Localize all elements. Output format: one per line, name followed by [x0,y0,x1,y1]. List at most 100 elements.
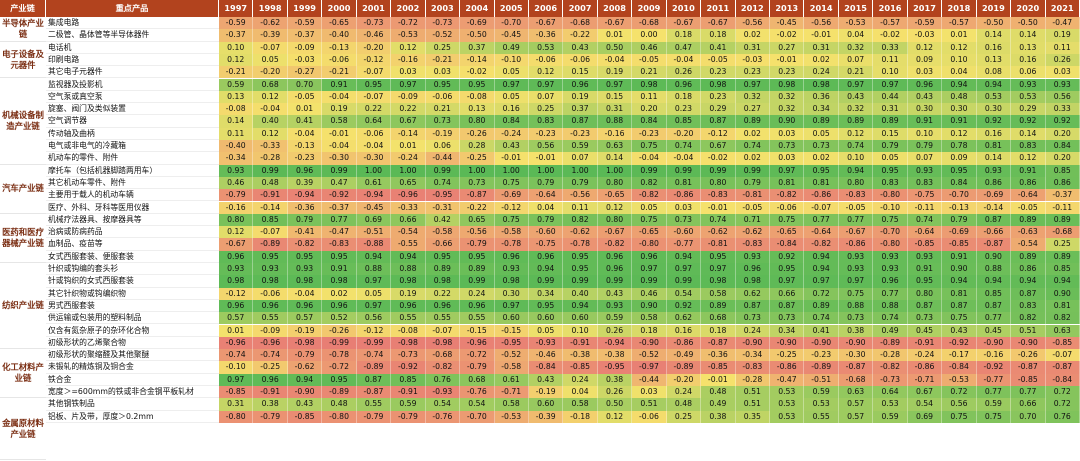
heatmap-cell: 0.26 [597,386,633,399]
heatmap-cell: 0.95 [942,164,977,177]
heatmap-cell: -0.79 [356,410,392,423]
heatmap-cell: 0.79 [528,213,564,227]
product-label: 初级形状的聚缩醛及其他聚醚 [46,349,219,362]
heatmap-cell: -0.85 [1011,373,1046,386]
heatmap-cell: 0.05 [494,66,529,79]
heatmap-cell: -0.53 [838,17,874,30]
heatmap-cell: -0.05 [632,53,667,67]
heatmap-cell: 0.96 [632,250,667,263]
heatmap-cell: 0.09 [942,152,977,165]
industry-group-label: 金属原材料产业链 [0,398,46,460]
heatmap-cell: 0.95 [528,299,564,313]
heatmap-cell: 0.96 [287,164,323,177]
heatmap-cell: 0.36 [804,90,839,104]
heatmap-cell: 0.00 [632,29,667,42]
heatmap-cell: 0.96 [253,299,288,313]
heatmap-cell: -0.63 [1011,226,1046,239]
heatmap-cell: 0.87 [976,299,1012,313]
heatmap-cell: -0.86 [666,336,702,350]
heatmap-cell: 0.03 [907,66,943,79]
heatmap-cell: 0.05 [253,53,288,67]
heatmap-cell: -0.30 [322,152,357,165]
heatmap-cell: -0.23 [563,127,598,140]
heatmap-cell: -0.94 [356,189,392,202]
heatmap-cell: -0.72 [460,349,495,362]
heatmap-cell: 0.13 [1011,41,1046,54]
heatmap-cell: 0.99 [425,164,461,177]
heatmap-cell: 0.88 [838,299,874,313]
heatmap-cell: 0.76 [1045,410,1080,423]
heatmap-cell: 0.55 [391,312,426,325]
heatmap-cell: -0.82 [632,189,667,202]
heatmap-cell: -0.66 [425,238,461,251]
heatmap-cell: 0.94 [356,250,392,263]
heatmap-cell: -0.13 [942,201,977,214]
heatmap-cell: 0.52 [322,312,357,325]
heatmap-cell: 0.99 [666,164,702,177]
heatmap-cell: 0.73 [425,115,461,128]
heatmap-cell: 0.56 [528,140,564,153]
heatmap-cell: 0.63 [838,386,874,399]
heatmap-cell: 0.88 [356,263,392,276]
header-year: 2016 [873,0,908,17]
heatmap-cell: 0.79 [942,213,977,227]
heatmap-cell: -0.85 [1045,336,1080,350]
heatmap-cell: 0.81 [770,176,805,190]
heatmap-cell: 0.90 [632,299,667,313]
heatmap-cell: 0.82 [1045,312,1080,325]
heatmap-cell: -0.23 [528,127,564,140]
heatmap-cell: 0.12 [391,41,426,54]
heatmap-cell: 0.22 [356,103,392,116]
heatmap-cell: -0.53 [391,29,426,42]
heatmap-cell: 0.75 [632,213,667,227]
heatmap-cell: 0.47 [322,176,357,190]
heatmap-cell: 0.80 [838,176,874,190]
heatmap-cell: 0.39 [287,176,323,190]
heatmap-cell: 0.94 [563,299,598,313]
heatmap-cell: 0.12 [597,410,633,423]
heatmap-cell: -0.05 [287,90,323,104]
heatmap-cell: 0.98 [322,275,357,288]
heatmap-cell: 0.75 [494,176,529,190]
heatmap-cell: -0.97 [632,361,667,374]
heatmap-cell: 0.02 [804,53,839,67]
heatmap-cell: 0.95 [563,250,598,263]
heatmap-cell: -0.77 [976,373,1012,386]
heatmap-cell: 0.96 [322,299,357,313]
heatmap-cell: 0.10 [873,66,908,79]
heatmap-cell: -0.09 [391,90,426,104]
heatmap-cell: -0.80 [873,238,908,251]
heatmap-cell: 0.87 [563,115,598,128]
heatmap-cell: -0.02 [701,152,736,165]
heatmap-cell: 0.97 [356,275,392,288]
heatmap-cell: -0.07 [356,90,392,104]
heatmap-cell: -0.26 [322,324,357,337]
heatmap-cell: -0.14 [253,201,288,214]
heatmap-cell: -0.10 [873,201,908,214]
heatmap-cell: -0.50 [1011,17,1046,30]
heatmap-cell: 0.22 [425,287,461,300]
heatmap-cell: -0.08 [460,90,495,104]
heatmap-cell: -0.04 [322,90,357,104]
heatmap-cell: -0.07 [356,66,392,79]
heatmap-cell: 0.31 [219,398,254,411]
industry-group-label: 机械设备制造产业链 [0,78,46,165]
heatmap-cell: -0.69 [942,226,977,239]
heatmap-cell: 0.91 [1011,164,1046,177]
heatmap-cell: 0.95 [425,250,461,263]
heatmap-cell: -0.95 [597,361,633,374]
heatmap-cell: 0.18 [632,324,667,337]
heatmap-cell: 0.90 [942,263,977,276]
heatmap-cell: -0.68 [1045,226,1080,239]
heatmap-cell: -0.49 [666,349,702,362]
heatmap-cell: -0.03 [287,53,323,67]
heatmap-cell: 0.72 [1045,386,1080,399]
heatmap-cell: 0.77 [976,312,1012,325]
heatmap-cell: -0.09 [253,324,288,337]
heatmap-cell: 0.51 [632,398,667,411]
header-product: 重点产品 [46,0,219,17]
heatmap-cell: 0.05 [632,201,667,214]
heatmap-cell: -0.80 [873,189,908,202]
heatmap-cell: 0.23 [770,66,805,79]
heatmap-cell: 0.06 [1011,66,1046,79]
